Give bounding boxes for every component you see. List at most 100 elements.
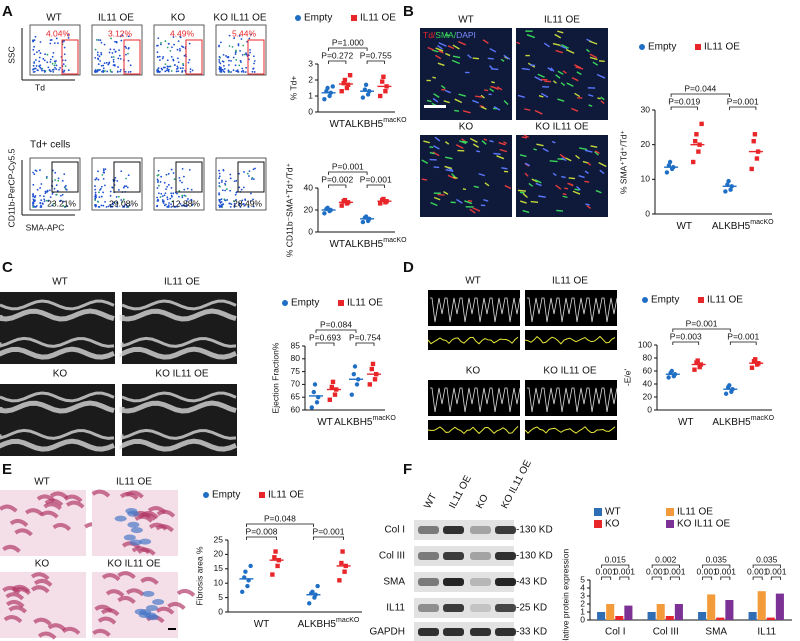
cell [447,174,457,180]
cell [565,48,575,54]
point [339,560,344,566]
flow-dot [182,64,185,67]
flow-dot [242,71,245,73]
tissue [61,626,81,635]
flow-dot [45,199,48,202]
doppler-trace [430,387,521,413]
flow-dot [222,64,225,67]
flow-dot [166,185,169,188]
flow-dot [97,178,100,181]
p-value: P=0.048 [264,513,296,523]
flow-dot [181,67,184,70]
x-tick-label: WT [254,619,270,630]
flow-dot [94,188,97,191]
flow-dot [38,60,41,63]
comparison-bracket [672,341,700,345]
cell [451,173,456,178]
point [310,589,315,595]
cell [447,45,455,50]
point [380,79,385,84]
flow-dot [127,174,130,177]
band [418,552,439,560]
cell [444,89,451,94]
bar [716,617,725,620]
flow-dot [41,69,43,72]
flow-dot [176,205,179,208]
flow-dot [52,70,55,73]
flow-dot [128,204,131,207]
legend-marker [282,300,288,306]
point [352,364,358,369]
flow-dot [32,193,35,195]
cell [574,64,582,69]
flow-dot [234,64,237,67]
flow-dot [166,46,169,49]
flow-dot [238,172,240,175]
cell [457,40,467,46]
y-tick-label: 100 [638,339,652,349]
band [443,526,464,534]
flow-dot [167,68,170,71]
flow-dot [233,180,236,183]
flow-dot [157,37,160,40]
echo-band [119,400,237,414]
lane-label: KO IL11 OE [499,458,534,510]
flow-dot [220,205,223,208]
cell [524,172,529,177]
band [495,526,516,534]
flow-dot [161,200,164,203]
comparison-bracket [601,564,630,568]
y-tick-label: 10 [214,577,224,587]
flow-plot [215,24,267,76]
micrograph [420,135,512,217]
flow-dot [243,53,246,56]
tissue [176,588,196,597]
flow-dot [166,198,169,201]
y-tick-label: 40 [304,182,314,192]
cell [500,58,505,62]
flow-dot [220,66,222,69]
flow-dot [40,204,42,207]
flow-dot [178,195,180,198]
flow-dot [42,57,45,60]
flow-dot [163,181,166,184]
flow-dot [123,205,125,208]
cell [562,195,568,199]
cell [556,209,564,212]
image-label: WT [34,477,50,488]
point [275,563,280,569]
flow-dot [160,41,162,44]
flow-dot [51,62,54,65]
category-name: ALKBH5 [334,417,373,428]
flow-dot [120,170,123,173]
flow-dot [252,205,255,208]
point [669,368,675,374]
flow-dot [55,193,58,196]
flow-dot [32,171,35,174]
flow-dot [156,196,159,199]
point [325,85,330,91]
flow-dot [243,204,246,207]
flow-dot [51,55,54,58]
point [369,366,374,372]
lane-label: KO [474,493,491,511]
point [342,569,347,574]
bar [775,593,784,620]
cell [452,176,458,180]
bar [615,616,624,620]
comparison-bracket [669,576,680,580]
flow-dot [252,67,255,70]
cell [565,157,572,162]
flow-dot [164,66,166,69]
flow-dot [35,51,38,54]
legend-label: IL11 OE [704,42,740,53]
flow-dot [218,200,221,202]
flow-dot [111,52,114,54]
flow-dot [48,69,51,71]
gate-percent: 28.49% [233,198,262,208]
point [723,189,728,194]
cell [600,100,605,104]
flow-dot [124,203,127,206]
image-label: IL11 OE [98,13,134,24]
flow-dot [228,59,230,62]
